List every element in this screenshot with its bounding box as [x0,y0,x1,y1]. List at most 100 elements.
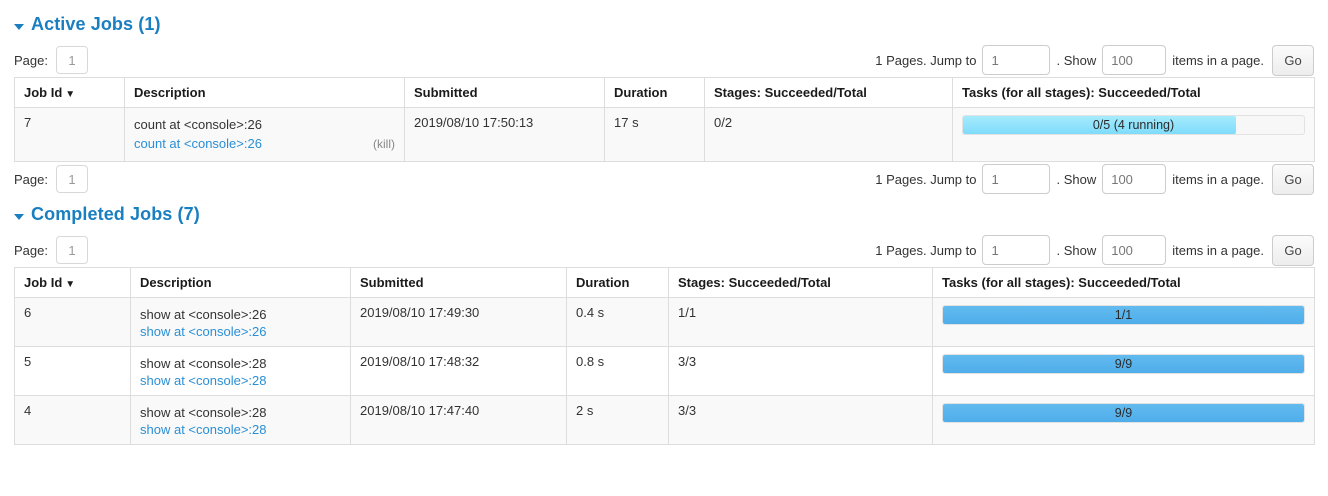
caret-down-icon [14,23,24,30]
active-pagination-top: Page: 1 1 Pages. Jump to . Show items in… [14,43,1314,77]
description-link[interactable]: show at <console>:28 [140,373,267,388]
pages-jump-label: 1 Pages. Jump to [875,52,977,68]
cell-stages: 3/3 [668,395,933,445]
progress-fill [943,306,1304,324]
description-link[interactable]: count at <console>:26 [134,136,262,151]
table-row: 6 show at <console>:26 show at <console>… [14,297,1315,347]
cell-description: show at <console>:28 show at <console>:2… [130,346,351,396]
pages-jump-label: 1 Pages. Jump to [875,171,977,187]
col-duration[interactable]: Duration [566,267,669,298]
completed-jobs-heading[interactable]: Completed Jobs (7) [14,204,1314,225]
progress-fill [963,116,1236,134]
cell-tasks: 1/1 [932,297,1315,347]
active-jobs-heading[interactable]: Active Jobs (1) [14,14,1314,35]
cell-description: show at <console>:28 show at <console>:2… [130,395,351,445]
col-stages[interactable]: Stages: Succeeded/Total [668,267,933,298]
cell-submitted: 2019/08/10 17:48:32 [350,346,567,396]
col-stages[interactable]: Stages: Succeeded/Total [704,77,953,108]
cell-description: count at <console>:26 count at <console>… [124,107,405,162]
cell-job-id: 4 [14,395,131,445]
cell-stages: 1/1 [668,297,933,347]
show-label: . Show [1056,242,1097,258]
items-per-page-label: items in a page. [1172,52,1264,68]
cell-job-id: 6 [14,297,131,347]
cell-submitted: 2019/08/10 17:49:30 [350,297,567,347]
col-submitted[interactable]: Submitted [404,77,605,108]
table-header-row: Job Id ▼ Description Submitted Duration S… [14,77,1315,108]
go-button[interactable]: Go [1272,44,1314,76]
cell-tasks: 9/9 [932,395,1315,445]
progress-label: 1/1 [1114,308,1133,322]
col-submitted[interactable]: Submitted [350,267,567,298]
show-items-input[interactable] [1102,164,1167,194]
col-description[interactable]: Description [130,267,351,298]
go-button[interactable]: Go [1272,163,1314,195]
col-tasks[interactable]: Tasks (for all stages): Succeeded/Total [932,267,1315,298]
description-text: show at <console>:26 [140,307,267,322]
cell-submitted: 2019/08/10 17:50:13 [404,107,605,162]
cell-job-id: 7 [14,107,125,162]
table-row: 7 count at <console>:26 count at <consol… [14,107,1315,162]
tasks-progress-bar: 9/9 [942,403,1305,423]
show-items-input[interactable] [1102,235,1167,265]
jump-to-input[interactable] [982,164,1051,194]
page-label: Page: [14,242,48,258]
page-number-box[interactable]: 1 [55,165,88,193]
sort-desc-icon: ▼ [65,89,76,100]
col-tasks[interactable]: Tasks (for all stages): Succeeded/Total [952,77,1315,108]
cell-description: show at <console>:26 show at <console>:2… [130,297,351,347]
page-number-box[interactable]: 1 [55,46,88,74]
col-job-id[interactable]: Job Id ▼ [14,77,125,108]
description-link[interactable]: show at <console>:28 [140,422,267,437]
page-label: Page: [14,52,48,68]
tasks-progress-bar: 1/1 [942,305,1305,325]
cell-duration: 2 s [566,395,669,445]
progress-label: 9/9 [1114,357,1133,371]
cell-tasks: 0/5 (4 running) [952,107,1315,162]
progress-label: 9/9 [1114,406,1133,420]
col-duration[interactable]: Duration [604,77,705,108]
col-job-id[interactable]: Job Id ▼ [14,267,131,298]
cell-tasks: 9/9 [932,346,1315,396]
description-text: show at <console>:28 [140,405,267,420]
cell-duration: 17 s [604,107,705,162]
page-number-box[interactable]: 1 [55,236,88,264]
show-label: . Show [1056,52,1097,68]
jump-to-input[interactable] [982,235,1051,265]
cell-stages: 0/2 [704,107,953,162]
jump-to-input[interactable] [982,45,1051,75]
col-description[interactable]: Description [124,77,405,108]
active-jobs-table: Job Id ▼ Description Submitted Duration S… [14,77,1315,162]
completed-pagination-top: Page: 1 1 Pages. Jump to . Show items in… [14,233,1314,267]
active-jobs-title: Active Jobs (1) [31,14,161,34]
table-row: 4 show at <console>:28 show at <console>… [14,395,1315,445]
kill-link[interactable]: (kill) [373,137,395,151]
progress-fill [943,355,1304,373]
tasks-progress-bar: 0/5 (4 running) [962,115,1305,135]
show-label: . Show [1056,171,1097,187]
cell-submitted: 2019/08/10 17:47:40 [350,395,567,445]
pages-jump-label: 1 Pages. Jump to [875,242,977,258]
show-items-input[interactable] [1102,45,1167,75]
items-per-page-label: items in a page. [1172,171,1264,187]
cell-duration: 0.4 s [566,297,669,347]
cell-job-id: 5 [14,346,131,396]
cell-stages: 3/3 [668,346,933,396]
items-per-page-label: items in a page. [1172,242,1264,258]
description-text: count at <console>:26 [134,117,262,132]
cell-duration: 0.8 s [566,346,669,396]
progress-label: 0/5 (4 running) [1092,118,1175,132]
progress-fill [943,404,1304,422]
page-label: Page: [14,171,48,187]
active-pagination-bottom: Page: 1 1 Pages. Jump to . Show items in… [14,162,1314,196]
go-button[interactable]: Go [1272,234,1314,266]
completed-jobs-table: Job Id ▼ Description Submitted Duration S… [14,267,1315,445]
description-text: show at <console>:28 [140,356,267,371]
table-row: 5 show at <console>:28 show at <console>… [14,346,1315,396]
caret-down-icon [14,213,24,220]
description-link[interactable]: show at <console>:26 [140,324,267,339]
tasks-progress-bar: 9/9 [942,354,1305,374]
table-header-row: Job Id ▼ Description Submitted Duration S… [14,267,1315,298]
sort-desc-icon: ▼ [65,279,76,290]
